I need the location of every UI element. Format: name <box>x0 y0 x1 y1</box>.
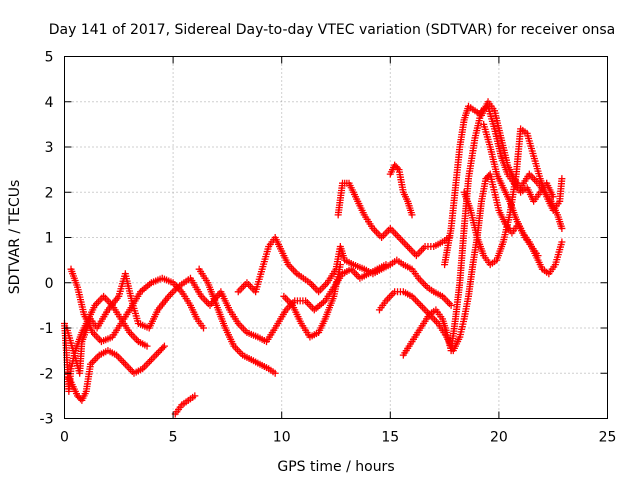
y-axis-label: SDTVAR / TECUs <box>7 180 23 295</box>
data-point <box>200 324 208 332</box>
data-point <box>271 369 279 377</box>
data-point <box>408 211 416 219</box>
data-point <box>394 164 402 172</box>
series-track-8 <box>334 179 453 260</box>
x-axis-label: GPS time / hours <box>277 459 394 475</box>
series-track-9 <box>386 161 416 219</box>
x-tick-label: 5 <box>169 430 178 446</box>
series-track-6 <box>234 234 455 309</box>
y-tick-label: 1 <box>45 231 54 247</box>
data-point <box>159 344 167 352</box>
axis-ticks: 0 5 10 15 20 25 -3 -2 -1 0 1 2 3 4 5 <box>40 50 617 446</box>
data-point <box>191 392 199 400</box>
series-track-1 <box>63 261 390 377</box>
data-point <box>447 301 455 309</box>
series-track-4 <box>195 265 279 377</box>
y-tick-label: 2 <box>45 185 54 201</box>
x-tick-label: 10 <box>273 430 291 446</box>
x-tick-label: 20 <box>490 430 508 446</box>
data-point <box>336 261 344 269</box>
data-point <box>160 342 168 350</box>
series-track-5 <box>171 392 199 418</box>
data-point <box>558 224 566 232</box>
data-point <box>558 238 566 246</box>
y-tick-label: 0 <box>45 276 54 292</box>
x-tick-label: 15 <box>381 430 399 446</box>
y-tick-label: 5 <box>45 50 54 66</box>
y-tick-label: -3 <box>40 412 54 428</box>
series-track-15 <box>61 292 151 395</box>
chart-title: Day 141 of 2017, Sidereal Day-to-day VTE… <box>49 22 616 38</box>
data-point <box>143 342 151 350</box>
y-tick-label: -2 <box>40 366 54 382</box>
series-track-14 <box>480 120 566 278</box>
x-tick-label: 0 <box>60 430 69 446</box>
y-tick-label: -1 <box>40 321 54 337</box>
series-track-7 <box>280 261 344 341</box>
y-tick-label: 4 <box>45 95 54 111</box>
y-tick-label: 3 <box>45 140 54 156</box>
x-tick-label: 25 <box>599 430 617 446</box>
data-point <box>558 175 566 183</box>
series-track-11 <box>399 102 557 359</box>
data-marks <box>61 98 566 418</box>
